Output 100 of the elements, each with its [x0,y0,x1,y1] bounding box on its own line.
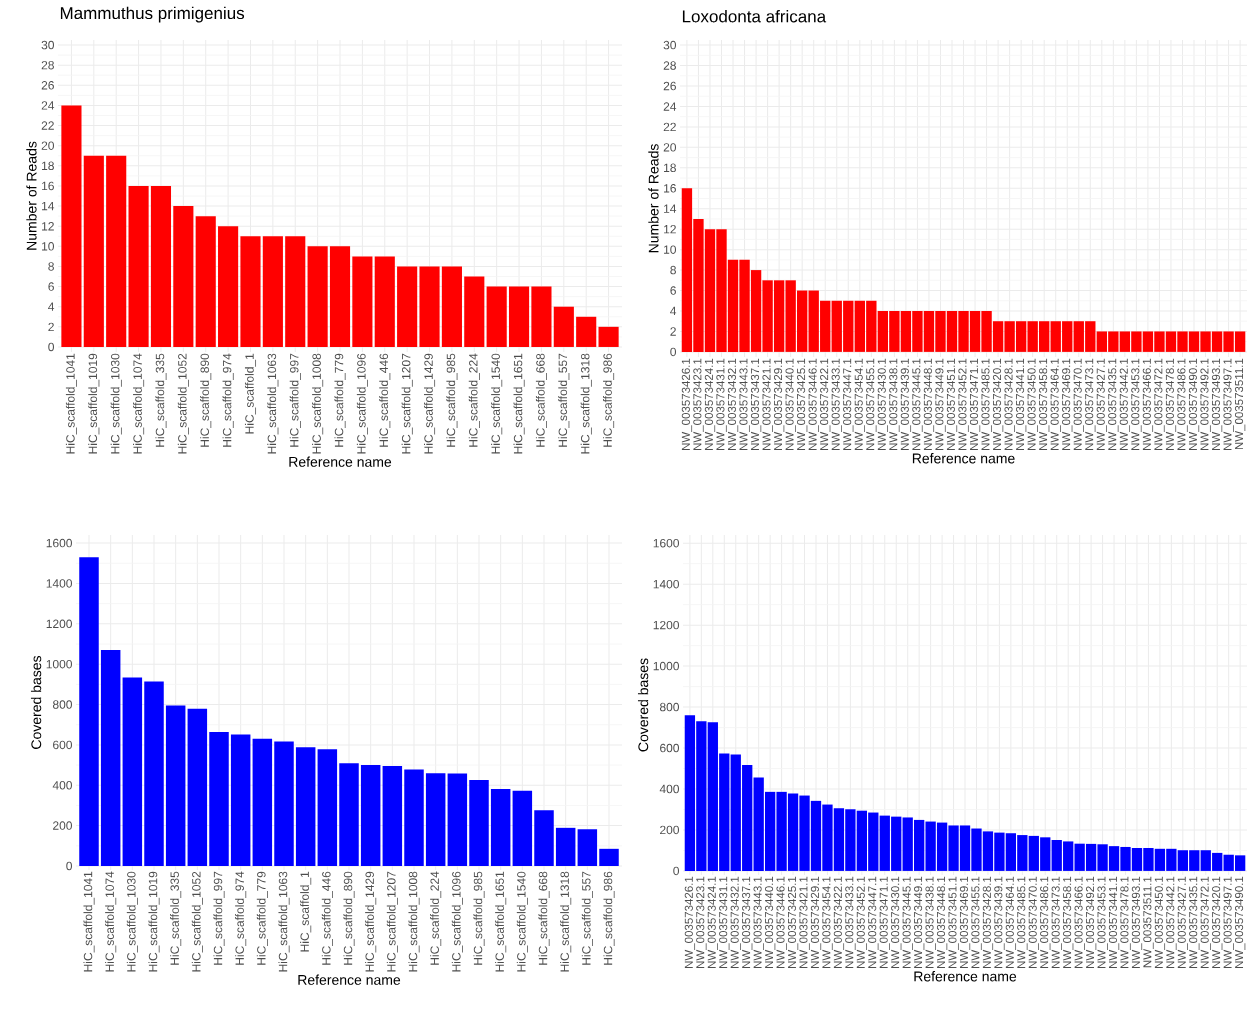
x-tick-label: HiC_scaffold_335 [170,871,182,965]
x-tick-label: NW_003573421.1 [799,876,810,968]
y-tick-label: 0 [673,866,680,876]
x-tick-label: NW_003573435.1 [1189,876,1200,968]
x-tick-label: HiC_scaffold_224 [430,871,442,965]
x-tick-label: NW_003573440.1 [764,876,776,968]
x-tick-label: NW_003573445.1 [912,358,923,450]
x-tick-label: NW_003573427.1 [1096,358,1107,450]
y-tick-label: 1400 [653,579,680,589]
x-tick-label: NW_003573450.1 [1154,876,1166,968]
x-tick-label: NW_003573478.1 [1165,358,1177,450]
bar [150,185,172,347]
x-tick-label: NW_003573466.1 [1142,358,1154,450]
y-tick-label: 6 [670,286,676,295]
x-tick-label: HiC_scaffold_335 [155,353,167,447]
x-tick-label: NW_003573448.1 [923,358,935,450]
bar [106,155,127,347]
x-tick-label: NW_003573443.1 [739,358,750,450]
x-tick-label: NW_003573439.1 [900,358,912,450]
x-tick-label: NW_003573458.1 [1063,876,1074,968]
bar [512,790,533,866]
bar [274,741,294,866]
x-tick-label: NW_003573429.1 [773,358,785,450]
bar [598,326,619,347]
x-tick-label: HiC_scaffold_1019 [88,353,100,454]
x-tick-label: HiC_scaffold_1041 [65,353,77,454]
x-tick-label: NW_003573473.1 [1085,358,1096,450]
x-tick-label: NW_003573458.1 [1039,358,1050,450]
y-tick-label: 0 [48,342,55,352]
x-tick-label: NW_003573464.1 [1050,358,1061,450]
x-tick-label: NW_003573473.1 [1051,876,1062,968]
x-tick-label: NW_003573428.1 [982,876,994,968]
x-tick-label: NW_003573478.1 [1120,876,1131,968]
bar [144,681,164,866]
x-tick-label: NW_003573424.1 [707,876,718,968]
x-tick-label: NW_003573470.1 [1028,876,1039,968]
y-tick-label: 200 [660,825,680,835]
x-tick-label: HiC_scaffold_1429 [424,353,436,454]
y-tick-label: 20 [663,143,677,152]
y-tick-label: 24 [41,101,55,110]
x-tick-label: HiC_scaffold_224 [468,353,480,447]
x-tick-label: NW_003573437.1 [750,358,762,450]
x-tick-label: HiC_scaffold_974 [222,353,234,447]
x-tick-label: HiC_scaffold_1429 [365,871,377,972]
bar [187,708,208,866]
y-tick-label: 2 [48,322,54,332]
x-tick-label: NW_003573439.1 [994,876,1005,968]
x-tick-label: NW_003573471.1 [879,876,890,968]
bar [307,246,328,347]
y-axis-title: Covered bases [30,655,42,749]
bar [469,780,489,866]
x-tick-label: NW_003573435.1 [1108,358,1119,450]
x-tick-label: NW_003573493.1 [1131,876,1143,968]
x-tick-label: NW_003573469.1 [959,876,971,968]
x-tick-label: NW_003573448.1 [936,876,948,968]
bar [534,810,554,866]
x-tick-label: NW_003573446.1 [776,876,787,968]
y-tick-label: 400 [52,781,72,790]
bar [508,286,530,347]
x-tick-label: NW_003573422.1 [833,876,845,968]
x-tick-label: NW_003573497.1 [1223,876,1234,968]
x-tick-label: HiC_scaffold_1074 [133,353,145,454]
x-tick-label: NW_003573430.1 [891,876,902,968]
y-tick-label: 16 [42,181,54,191]
x-tick-label: HiC_scaffold_1063 [278,871,290,972]
x-tick-label: HiC_scaffold_557 [558,353,570,447]
y-tick-label: 14 [42,201,55,211]
x-tick-label: NW_003573433.1 [845,876,856,968]
chart-title: Mammuthus primigenius [60,6,245,23]
bar [262,236,283,347]
x-tick-label: HiC_scaffold_1651 [513,353,525,454]
y-tick-label: 2 [670,327,676,336]
x-tick-label: HiC_scaffold_1318 [580,353,592,454]
y-tick-label: 1000 [653,661,680,671]
bar [285,236,306,347]
bar [209,731,229,866]
x-tick-label: HiC_scaffold_985 [473,871,485,965]
y-tick-label: 26 [41,81,54,90]
y-tick-label: 1200 [653,620,680,630]
x-tick-label: NW_003573447.1 [868,876,879,968]
bar [425,773,446,866]
x-tick-label: NW_003573431.1 [716,358,727,450]
x-tick-label: NW_003573511.1 [1234,358,1246,450]
x-tick-label: NW_003573441.1 [1015,358,1027,450]
x-tick-label: NW_003573493.1 [1211,358,1223,450]
x-tick-label: HiC_scaffold_1 [300,871,312,952]
x-tick-label: NW_003573429.1 [810,876,822,968]
bar [61,105,82,347]
x-tick-label: HiC_scaffold_986 [603,353,615,447]
y-tick-label: 400 [659,784,680,794]
bar [382,765,403,866]
x-tick-label: NW_003573485.1 [1017,876,1028,968]
y-tick-label: 10 [42,242,54,251]
x-axis-title: Reference name [914,971,1017,982]
x-tick-label: NW_003573442.1 [1119,358,1131,450]
x-tick-label: NW_003573453.1 [1097,876,1108,968]
x-tick-label: HiC_scaffold_446 [379,353,391,447]
x-tick-label: NW_003573437.1 [742,876,753,968]
x-tick-label: HiC_scaffold_1318 [560,871,572,972]
y-tick-label: 18 [664,163,676,173]
